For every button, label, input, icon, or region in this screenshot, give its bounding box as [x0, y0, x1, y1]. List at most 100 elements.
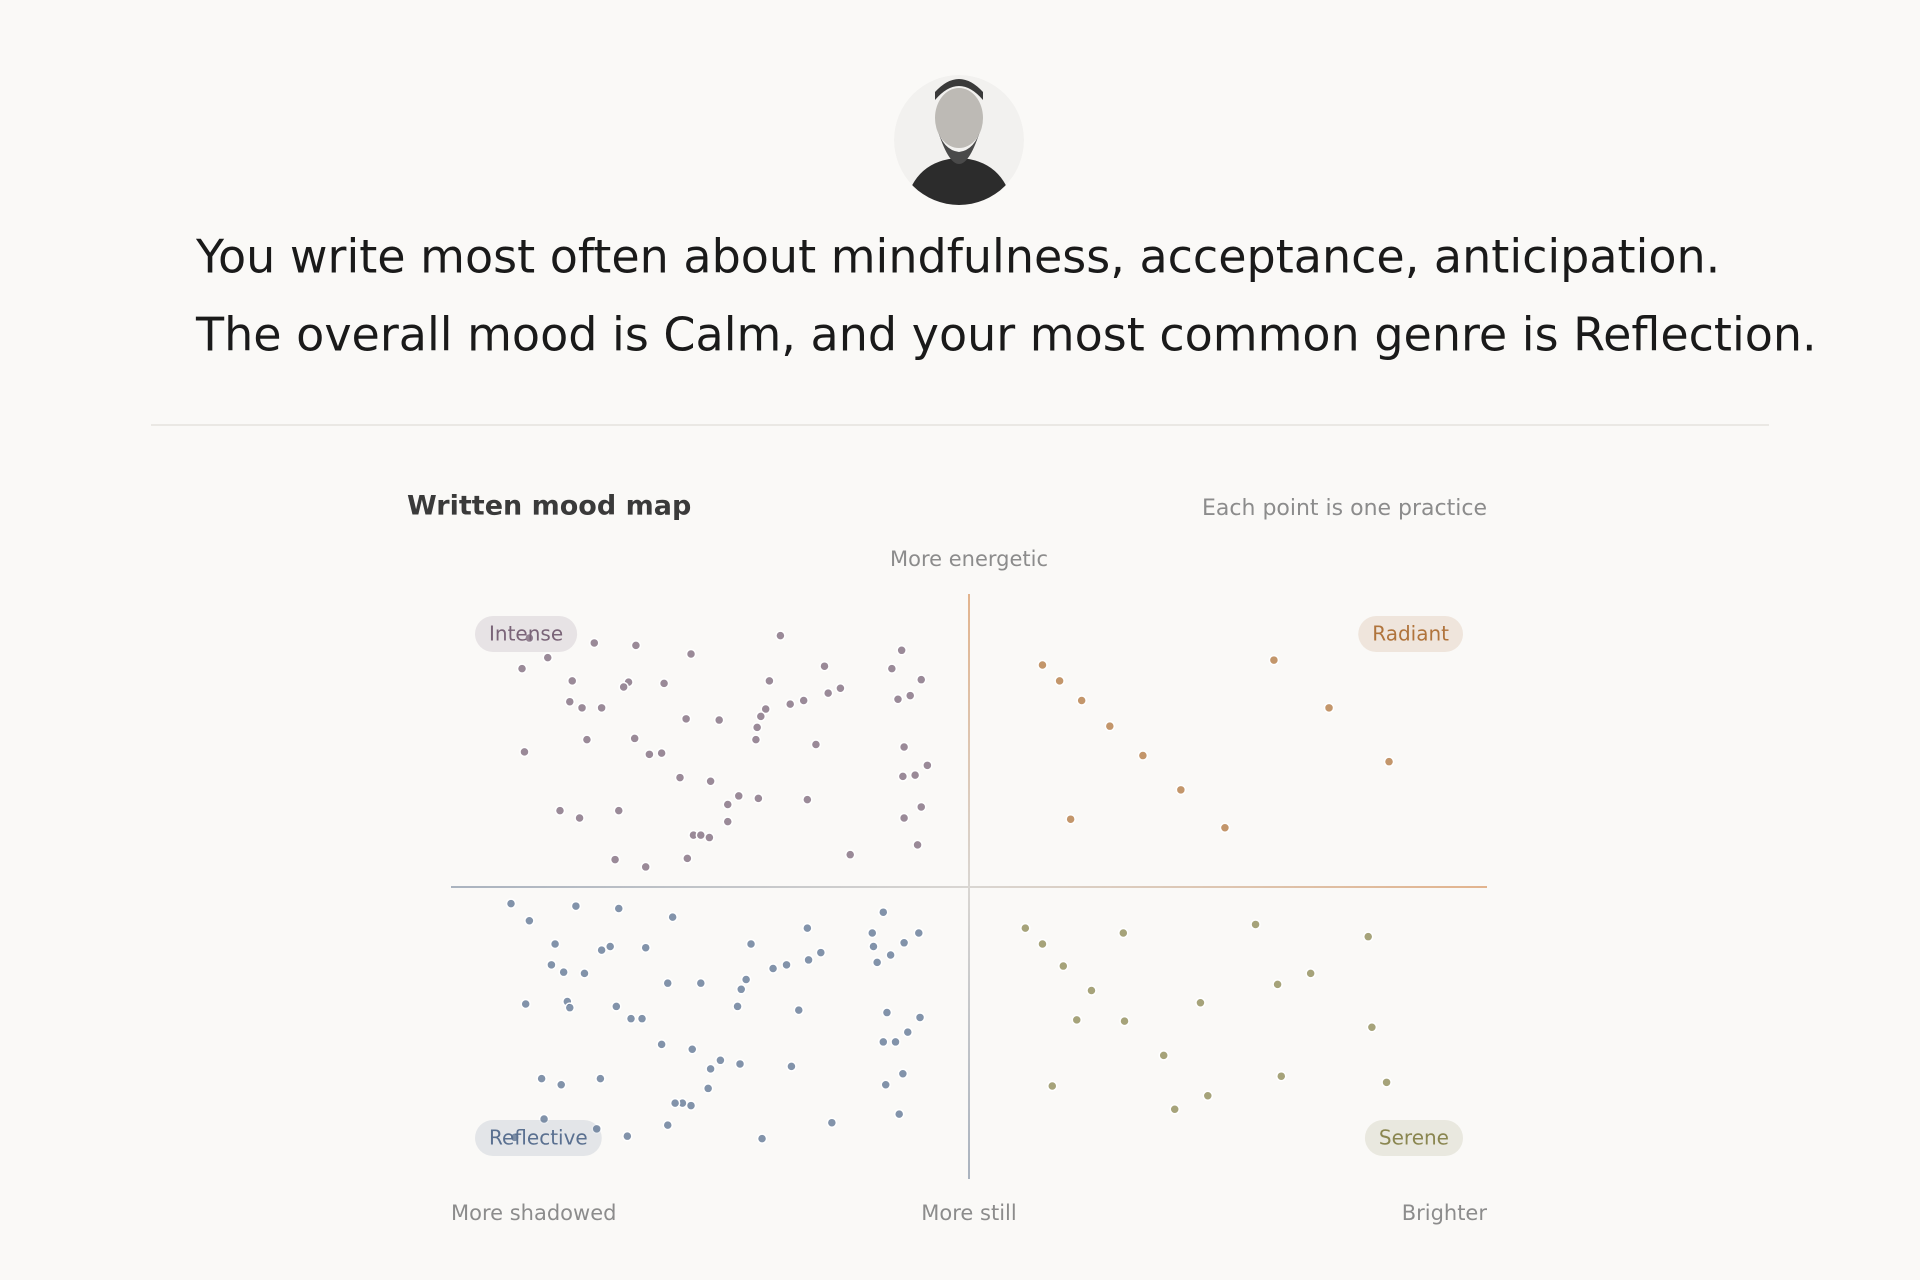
point [685, 1100, 697, 1111]
avatar [894, 75, 1024, 205]
point [656, 747, 667, 759]
point [1272, 979, 1283, 990]
point [913, 927, 925, 939]
point [662, 977, 674, 989]
point [784, 698, 796, 710]
point [1381, 1077, 1392, 1088]
axis-label: More shadowed [451, 1201, 616, 1225]
point [596, 702, 607, 714]
point [685, 648, 697, 660]
point [1276, 1070, 1287, 1082]
point [890, 1036, 901, 1048]
point [1104, 720, 1116, 732]
point [914, 1012, 926, 1023]
point [695, 829, 707, 841]
point [1175, 784, 1187, 796]
point [750, 734, 762, 745]
label-pill [1358, 616, 1463, 652]
point [630, 640, 642, 651]
series [516, 630, 933, 873]
point [722, 816, 734, 827]
point [536, 1073, 547, 1084]
point [1058, 960, 1069, 972]
point [713, 714, 725, 726]
point [767, 963, 779, 974]
point [564, 696, 576, 707]
point [604, 941, 616, 952]
summary-line: You write most often about mindfulness, … [195, 230, 1720, 284]
point [1362, 931, 1374, 942]
point [764, 675, 775, 687]
point [554, 805, 566, 816]
point [579, 968, 590, 979]
point [1202, 1090, 1214, 1102]
summary-line: The overall mood is Calm, and your most … [195, 308, 1817, 362]
point [885, 949, 896, 961]
point [618, 681, 629, 693]
point [1219, 822, 1231, 834]
point [810, 739, 822, 750]
point [733, 790, 745, 802]
point [662, 1119, 674, 1131]
point [1137, 750, 1149, 761]
point [542, 652, 553, 663]
point [896, 645, 907, 656]
point [576, 702, 588, 714]
point [658, 678, 670, 689]
point [922, 760, 933, 771]
point [1065, 813, 1076, 825]
point [705, 775, 716, 787]
series [1020, 919, 1392, 1115]
quadrant-name: Serene [1379, 1126, 1449, 1150]
point [912, 839, 923, 851]
axis-label: More energetic [890, 547, 1048, 571]
point [622, 1130, 633, 1142]
point [902, 1026, 914, 1038]
point [868, 941, 879, 952]
point [596, 944, 607, 956]
point [674, 772, 686, 783]
chart-subtitle: Each point is one practice [1202, 496, 1487, 521]
point [505, 898, 517, 909]
chart-title: Written mood map [407, 491, 691, 522]
point [886, 663, 898, 674]
point [686, 1044, 698, 1055]
point [520, 998, 531, 1010]
point [524, 915, 535, 927]
point [802, 794, 813, 805]
point [680, 713, 692, 725]
point [595, 1073, 606, 1084]
point [1366, 1021, 1378, 1033]
point [667, 911, 678, 923]
point [1071, 1014, 1083, 1026]
point [735, 984, 747, 995]
point [1169, 1103, 1180, 1115]
point [1037, 659, 1048, 671]
point [705, 1063, 716, 1075]
point [1047, 1080, 1058, 1092]
point [611, 1001, 622, 1012]
point [702, 1083, 714, 1094]
point [1158, 1050, 1169, 1061]
point [781, 959, 792, 971]
point [549, 938, 561, 950]
point [844, 849, 856, 860]
y-axis-line [968, 594, 970, 1179]
point [640, 942, 651, 953]
point [1020, 922, 1031, 934]
point [786, 1061, 797, 1072]
quadrant-label: Reflective [475, 1120, 602, 1156]
point [898, 937, 910, 949]
point [751, 722, 763, 733]
series [505, 898, 926, 1144]
point [826, 1117, 838, 1128]
point [1086, 985, 1097, 996]
point [589, 637, 600, 649]
point [1195, 997, 1206, 1009]
point [555, 1079, 567, 1091]
point [915, 801, 927, 813]
point [695, 977, 707, 989]
point [898, 812, 910, 824]
